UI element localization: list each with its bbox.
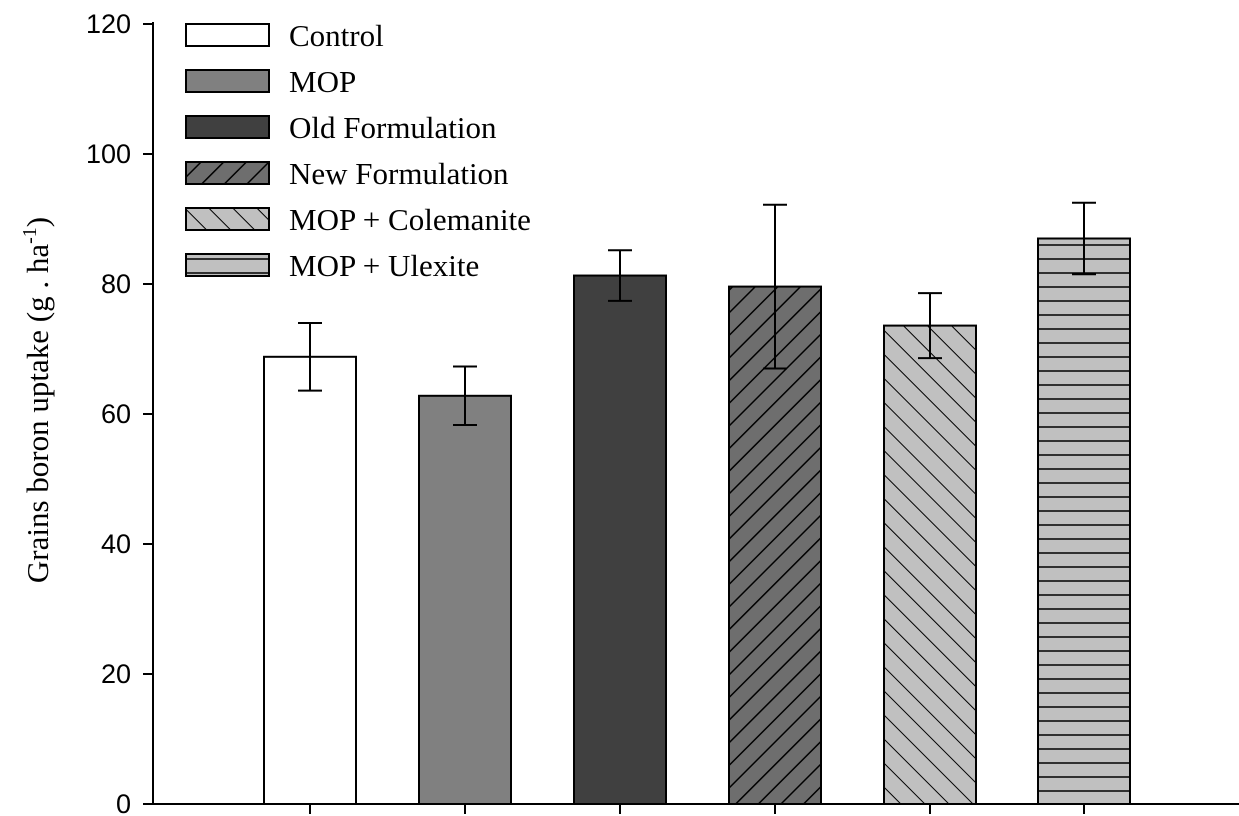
y-tick-label: 100: [86, 139, 131, 169]
bar: [1037, 237, 1131, 805]
y-axis-label: Grains boron uptake (g . ha-1): [19, 217, 55, 583]
bar: [573, 274, 667, 805]
legend: Control MOP Old Formulation New Formulation…: [185, 18, 531, 283]
bar: [883, 324, 977, 805]
bar: [418, 394, 512, 805]
legend-swatch: [185, 23, 270, 47]
y-tick-label: 40: [101, 529, 131, 559]
legend-label: Control: [289, 18, 384, 53]
legend-swatch: [185, 115, 270, 139]
bar: [728, 285, 822, 806]
legend-label: MOP + Ulexite: [289, 248, 479, 283]
legend-swatch: [185, 207, 270, 231]
legend-label: New Formulation: [289, 156, 509, 191]
y-tick-label: 60: [101, 399, 131, 429]
legend-label: MOP + Colemanite: [289, 202, 531, 237]
y-tick-label: 80: [101, 269, 131, 299]
legend-swatch: [185, 69, 270, 93]
bar: [263, 355, 357, 805]
y-tick-label: 20: [101, 659, 131, 689]
y-tick-label: 0: [116, 789, 131, 816]
legend-swatch: [185, 161, 270, 185]
y-tick-label: 120: [86, 9, 131, 39]
legend-swatch: [185, 253, 270, 277]
legend-label: Old Formulation: [289, 110, 497, 145]
legend-label: MOP: [289, 64, 356, 99]
